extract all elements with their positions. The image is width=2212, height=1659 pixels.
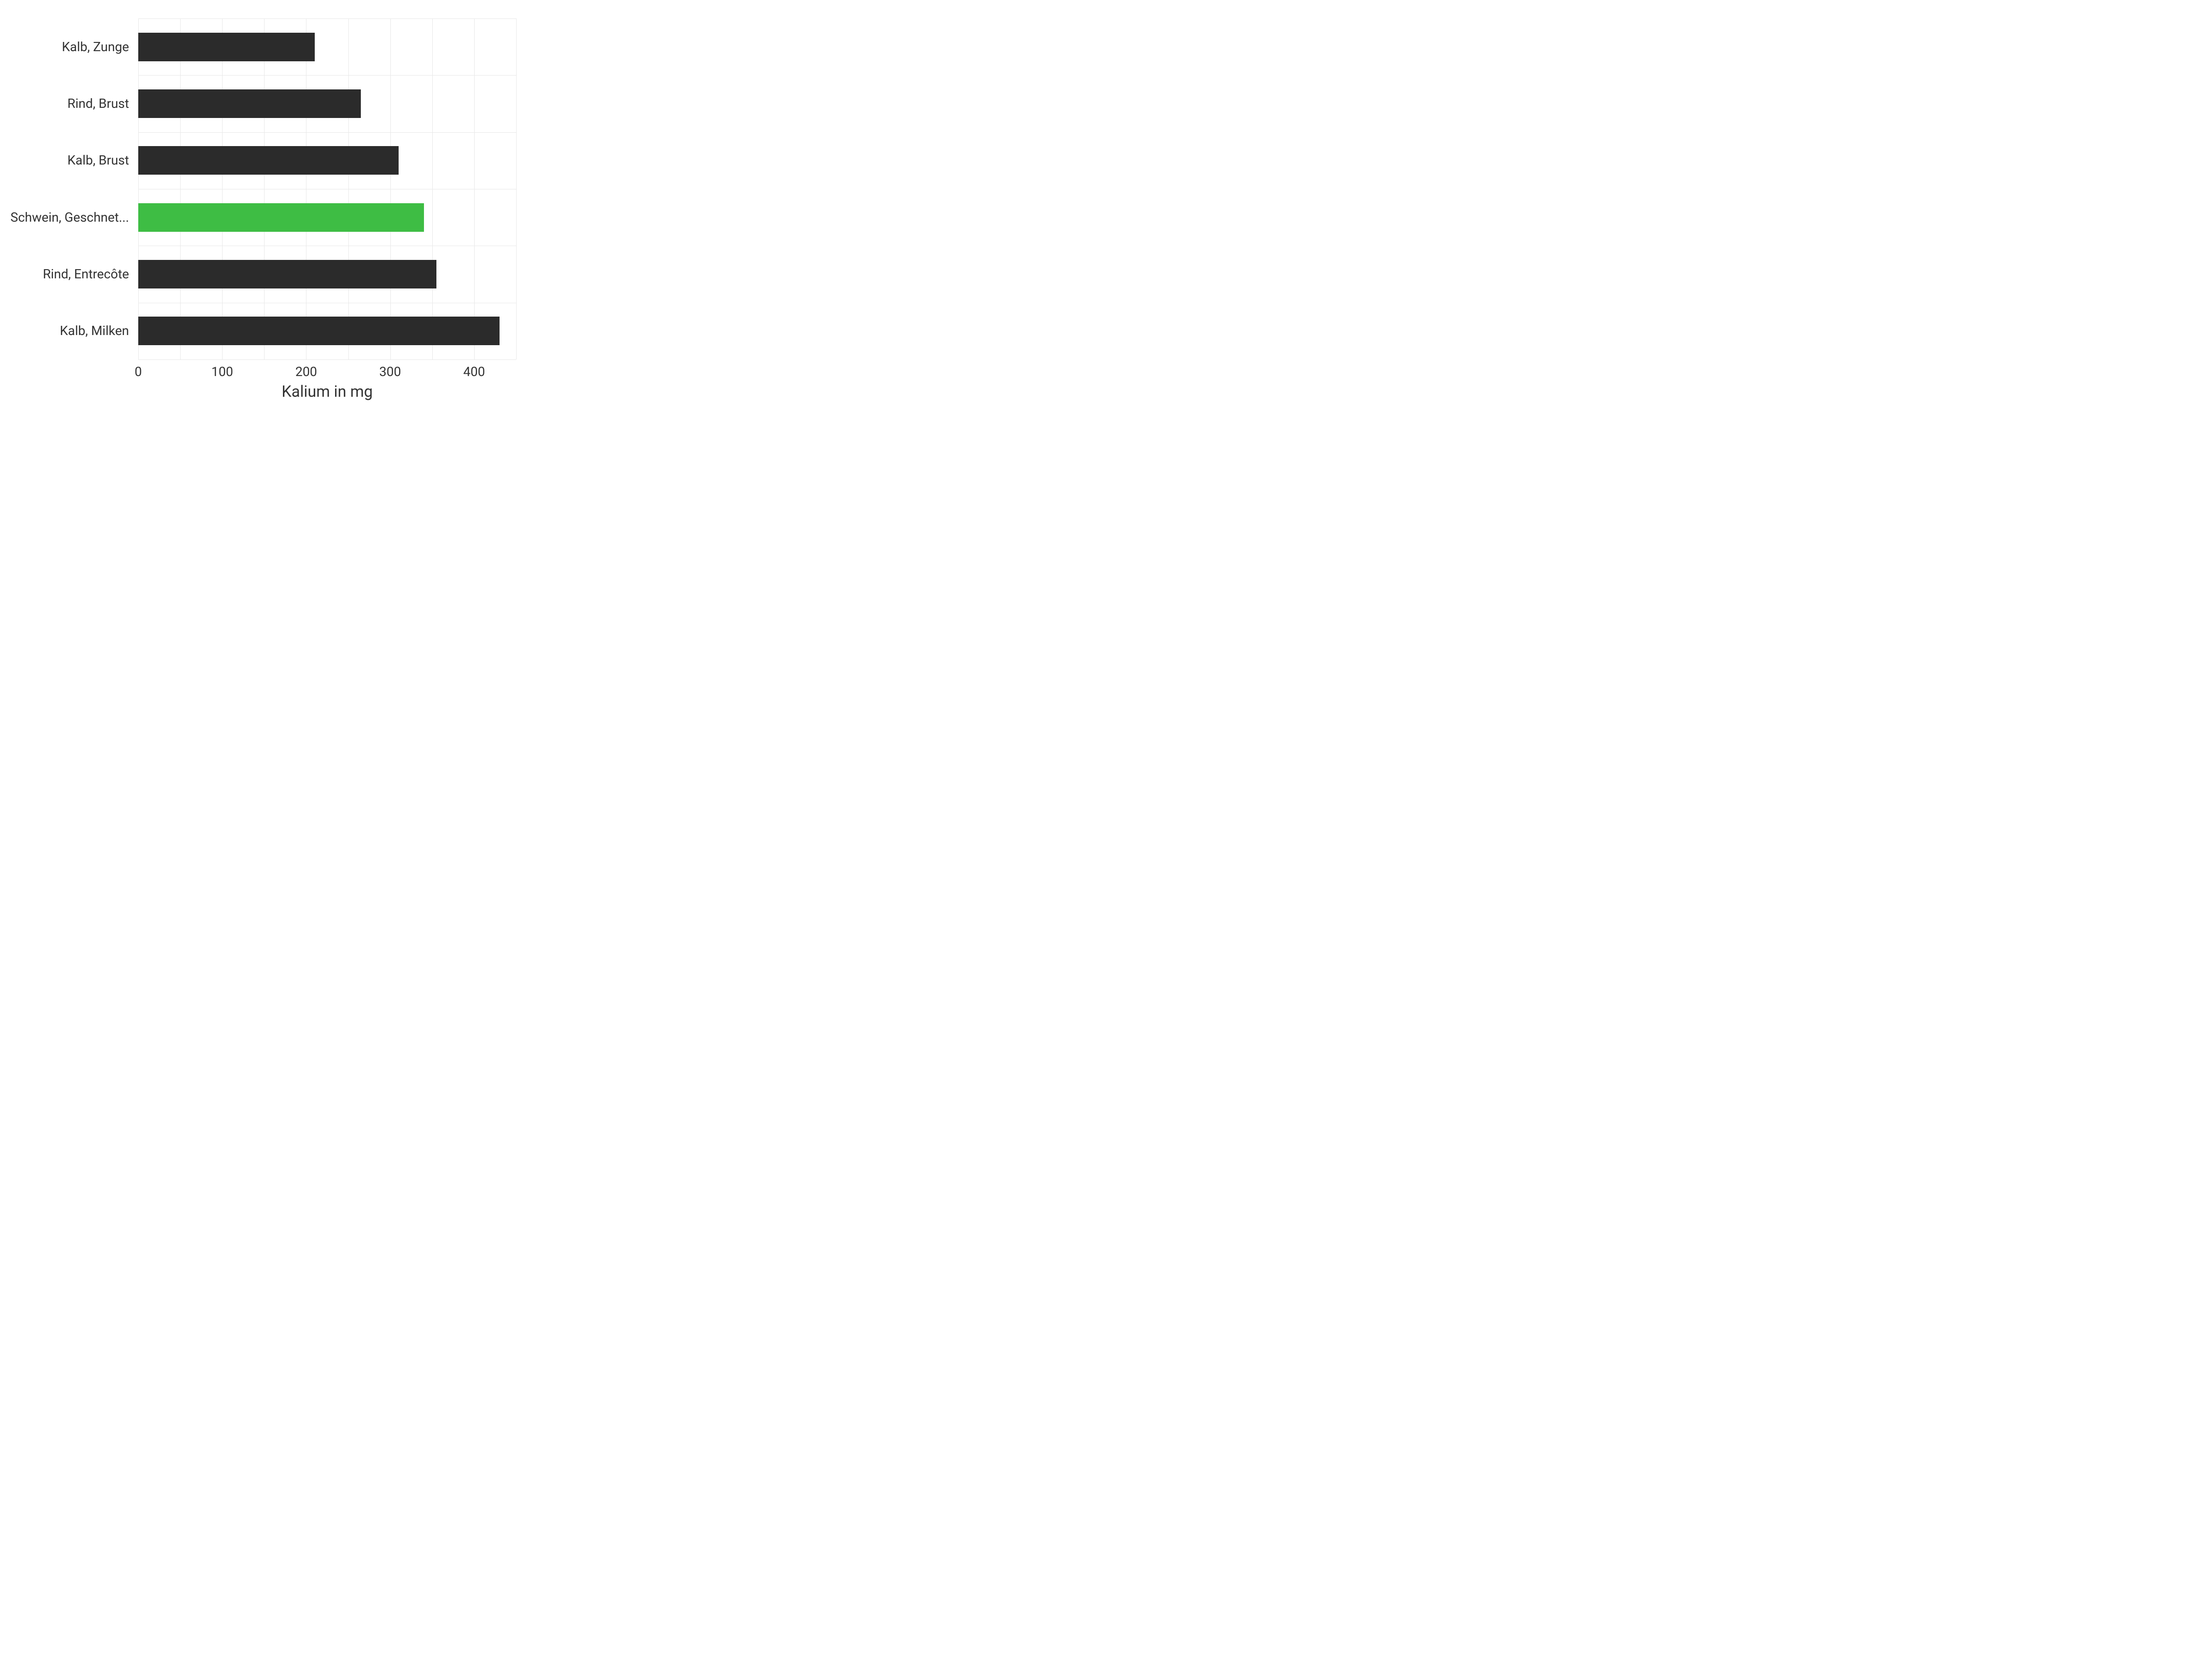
bar: [138, 203, 424, 232]
y-axis-label: Kalb, Milken: [9, 317, 129, 345]
y-axis-label: Rind, Brust: [9, 89, 129, 118]
bar: [138, 146, 399, 175]
grid-line-horizontal: [138, 75, 516, 76]
x-axis-tick: 400: [463, 364, 485, 379]
x-axis-tick: 200: [295, 364, 317, 379]
x-axis-title: Kalium in mg: [138, 382, 516, 401]
x-axis-tick: 300: [379, 364, 401, 379]
bar: [138, 33, 315, 61]
y-axis-label: Rind, Entrecôte: [9, 260, 129, 288]
x-axis-tick: 100: [212, 364, 233, 379]
y-axis-label: Schwein, Geschnet...: [9, 203, 129, 232]
bar: [138, 89, 361, 118]
bar: [138, 317, 500, 345]
grid-line-vertical: [516, 18, 517, 359]
chart-container: Kalium in mg Kalb, Zunge Rind, Brust Kalb,…: [0, 0, 553, 415]
grid-line-horizontal: [138, 359, 516, 360]
grid-line-horizontal: [138, 132, 516, 133]
grid-line-horizontal: [138, 18, 516, 19]
plot-area: [138, 18, 516, 359]
bar: [138, 260, 436, 288]
x-axis-tick: 0: [135, 364, 142, 379]
y-axis-label: Kalb, Brust: [9, 146, 129, 175]
y-axis-label: Kalb, Zunge: [9, 33, 129, 61]
